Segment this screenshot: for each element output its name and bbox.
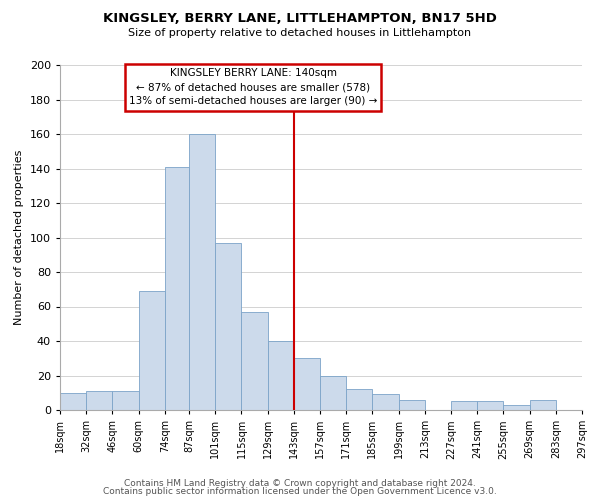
Bar [60,393,86,410]
Bar [139,291,165,410]
Bar [86,391,112,410]
Bar [373,394,398,410]
Bar [241,312,268,410]
Text: KINGSLEY BERRY LANE: 140sqm
← 87% of detached houses are smaller (578)
13% of se: KINGSLEY BERRY LANE: 140sqm ← 87% of det… [129,68,377,106]
Bar [165,167,189,410]
Bar [112,391,139,410]
Bar [268,341,294,410]
Bar [503,405,530,410]
Text: Contains HM Land Registry data © Crown copyright and database right 2024.: Contains HM Land Registry data © Crown c… [124,478,476,488]
Y-axis label: Number of detached properties: Number of detached properties [14,150,24,325]
Text: Contains public sector information licensed under the Open Government Licence v3: Contains public sector information licen… [103,487,497,496]
Bar [451,402,477,410]
Bar [294,358,320,410]
Bar [530,400,556,410]
Text: Size of property relative to detached houses in Littlehampton: Size of property relative to detached ho… [128,28,472,38]
Bar [320,376,346,410]
Bar [477,402,503,410]
Bar [346,390,373,410]
Bar [398,400,425,410]
Text: KINGSLEY, BERRY LANE, LITTLEHAMPTON, BN17 5HD: KINGSLEY, BERRY LANE, LITTLEHAMPTON, BN1… [103,12,497,26]
Bar [215,242,241,410]
Bar [189,134,215,410]
